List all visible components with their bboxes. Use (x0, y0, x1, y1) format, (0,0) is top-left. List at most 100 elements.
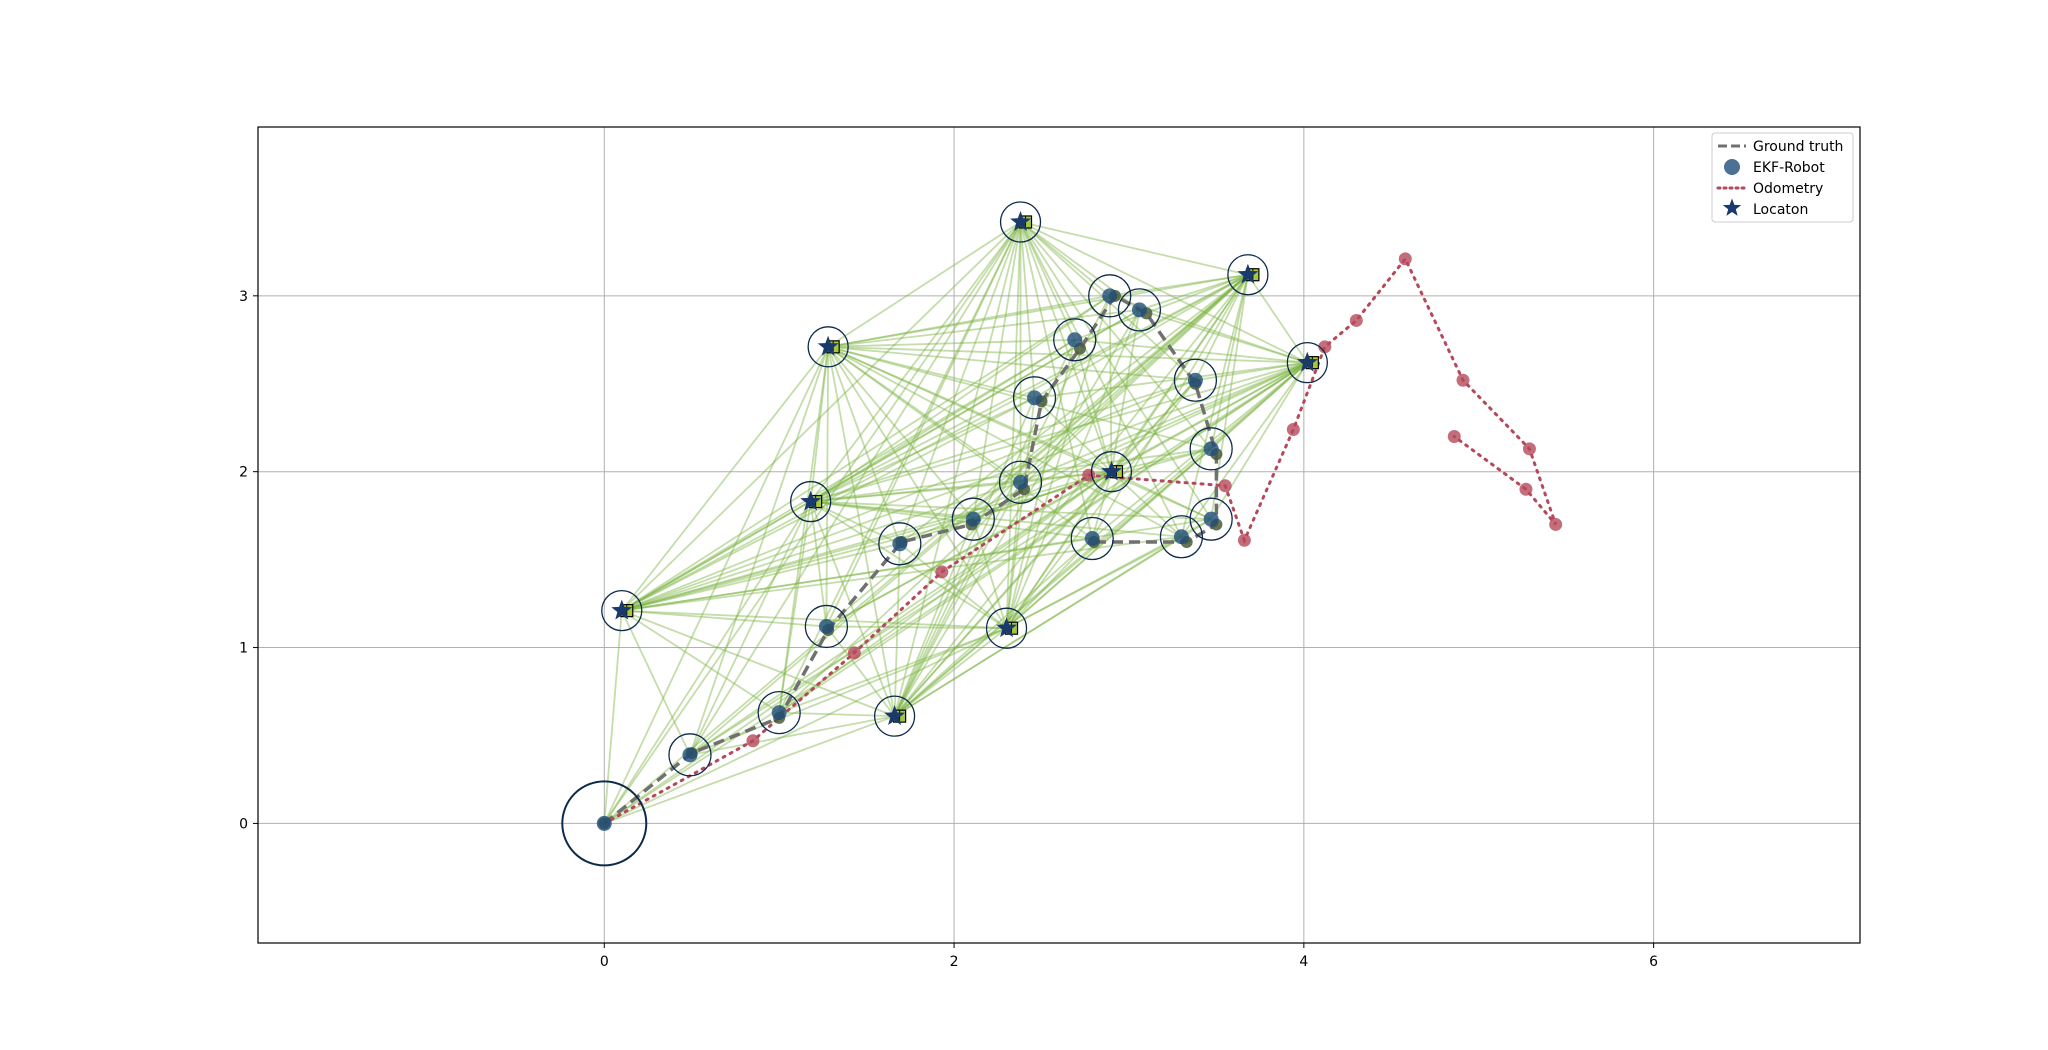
landmark-link (810, 273, 1249, 503)
observation-link (603, 361, 1308, 825)
landmark-link (827, 346, 1112, 473)
observation-link (1139, 309, 1308, 364)
observation-link (603, 274, 1249, 825)
legend-key-ekf-robot (1724, 159, 1740, 175)
observation-link (827, 346, 974, 520)
landmark-link (827, 346, 896, 717)
ekf-covariance-ellipse (668, 733, 712, 777)
landmark-link (893, 221, 1022, 717)
observation-link (810, 481, 1021, 503)
observation-link (689, 361, 1308, 756)
observation-link (899, 221, 1022, 545)
observation-link (828, 345, 1196, 382)
observation-link (972, 221, 1022, 520)
observation-link (621, 609, 780, 714)
landmark-link (1005, 361, 1308, 629)
series-lines (602, 256, 1558, 825)
landmark-link (828, 345, 1308, 364)
observation-link (827, 345, 1212, 450)
observation-link (825, 346, 830, 627)
ekf-covariance-ellipse (1173, 358, 1218, 402)
ekf-robot-point (682, 747, 698, 763)
landmark-link (894, 361, 1308, 717)
legend-label-location: Locaton (1753, 202, 1808, 218)
observation-link (810, 500, 1093, 540)
observation-link (1195, 361, 1308, 382)
landmark-link (621, 346, 829, 612)
observation-link (810, 295, 1111, 503)
observation-link (827, 346, 1022, 483)
plot-background (258, 127, 1860, 943)
x-tick-label: 0 (600, 954, 609, 970)
odometry-point (1218, 479, 1232, 493)
legend-label-ground-truth: Ground truth (1753, 139, 1843, 155)
observation-link (825, 625, 896, 717)
observation-link (1109, 273, 1249, 297)
observation-link (826, 625, 1007, 630)
observation-link (1019, 274, 1249, 483)
ekf-robot-point (1067, 332, 1083, 348)
ekf-robot-point (771, 705, 787, 721)
observation-link (778, 627, 1007, 714)
odometry-point (1398, 252, 1412, 266)
observation-link (972, 361, 1308, 520)
landmark-link (1020, 221, 1249, 276)
observation-link (620, 610, 691, 756)
observation-link (689, 470, 1112, 756)
observation-link (621, 295, 1111, 612)
observation-link (894, 537, 1093, 717)
observation-link (1110, 309, 1141, 472)
landmark-link (1020, 221, 1308, 364)
ekf-robot-point (596, 815, 612, 831)
observation-link (621, 518, 974, 612)
ekf-robot-point (1013, 474, 1029, 490)
observation-link (689, 627, 1007, 756)
axis-ticks: 0 2 4 6 0 1 2 3 (239, 289, 1658, 970)
landmark-covariance-ellipse (1227, 254, 1269, 296)
landmark-link (809, 501, 896, 717)
observation-link (1091, 274, 1249, 539)
landmark-link (621, 470, 1112, 612)
ekf-robot-point (1027, 390, 1043, 406)
legend-label-odometry: Odometry (1753, 181, 1823, 197)
observation-link (603, 501, 812, 824)
observation-link (1074, 273, 1249, 341)
observation-link (1073, 339, 1113, 472)
landmark-link (621, 609, 895, 717)
ekf-robot-point (1173, 529, 1189, 545)
landmark-link (1111, 361, 1308, 473)
landmark-covariance-ellipse (873, 695, 916, 737)
ekf-covariance-ellipse (1189, 427, 1233, 471)
observation-link (603, 715, 895, 825)
observation-link (893, 481, 1022, 717)
landmark-link (827, 346, 1008, 629)
observation-link (825, 361, 1308, 628)
landmark-link (827, 273, 1249, 348)
observation-link (1019, 221, 1111, 297)
landmark-link (894, 627, 1008, 717)
ekf-covariance-ellipse (1159, 515, 1204, 559)
ekf-covariance-ellipse (804, 604, 849, 649)
y-tick-label: 0 (239, 816, 248, 832)
observation-link (825, 274, 1249, 628)
landmark-covariance-ellipse (1090, 451, 1133, 493)
landmark-link (1005, 221, 1022, 629)
legend-frame (1711, 132, 1854, 223)
observation-link (810, 339, 1076, 503)
observation-link (899, 543, 1008, 629)
ekf-robot-point (965, 511, 981, 527)
odometry-point (1349, 313, 1363, 327)
landmark-covariance-ellipse (807, 326, 849, 368)
observation-link (893, 309, 1141, 717)
legend-key-location (1722, 198, 1742, 216)
observation-link (1005, 448, 1212, 629)
observation-link (603, 221, 1022, 824)
observation-link (1108, 295, 1113, 472)
ekf-covariance-ellipse (951, 497, 995, 541)
landmark-covariance-ellipse (985, 607, 1028, 649)
landmark-link (621, 361, 1308, 612)
observation-link (621, 537, 1093, 612)
observation-link (778, 470, 1112, 714)
landmark-link (810, 470, 1112, 503)
